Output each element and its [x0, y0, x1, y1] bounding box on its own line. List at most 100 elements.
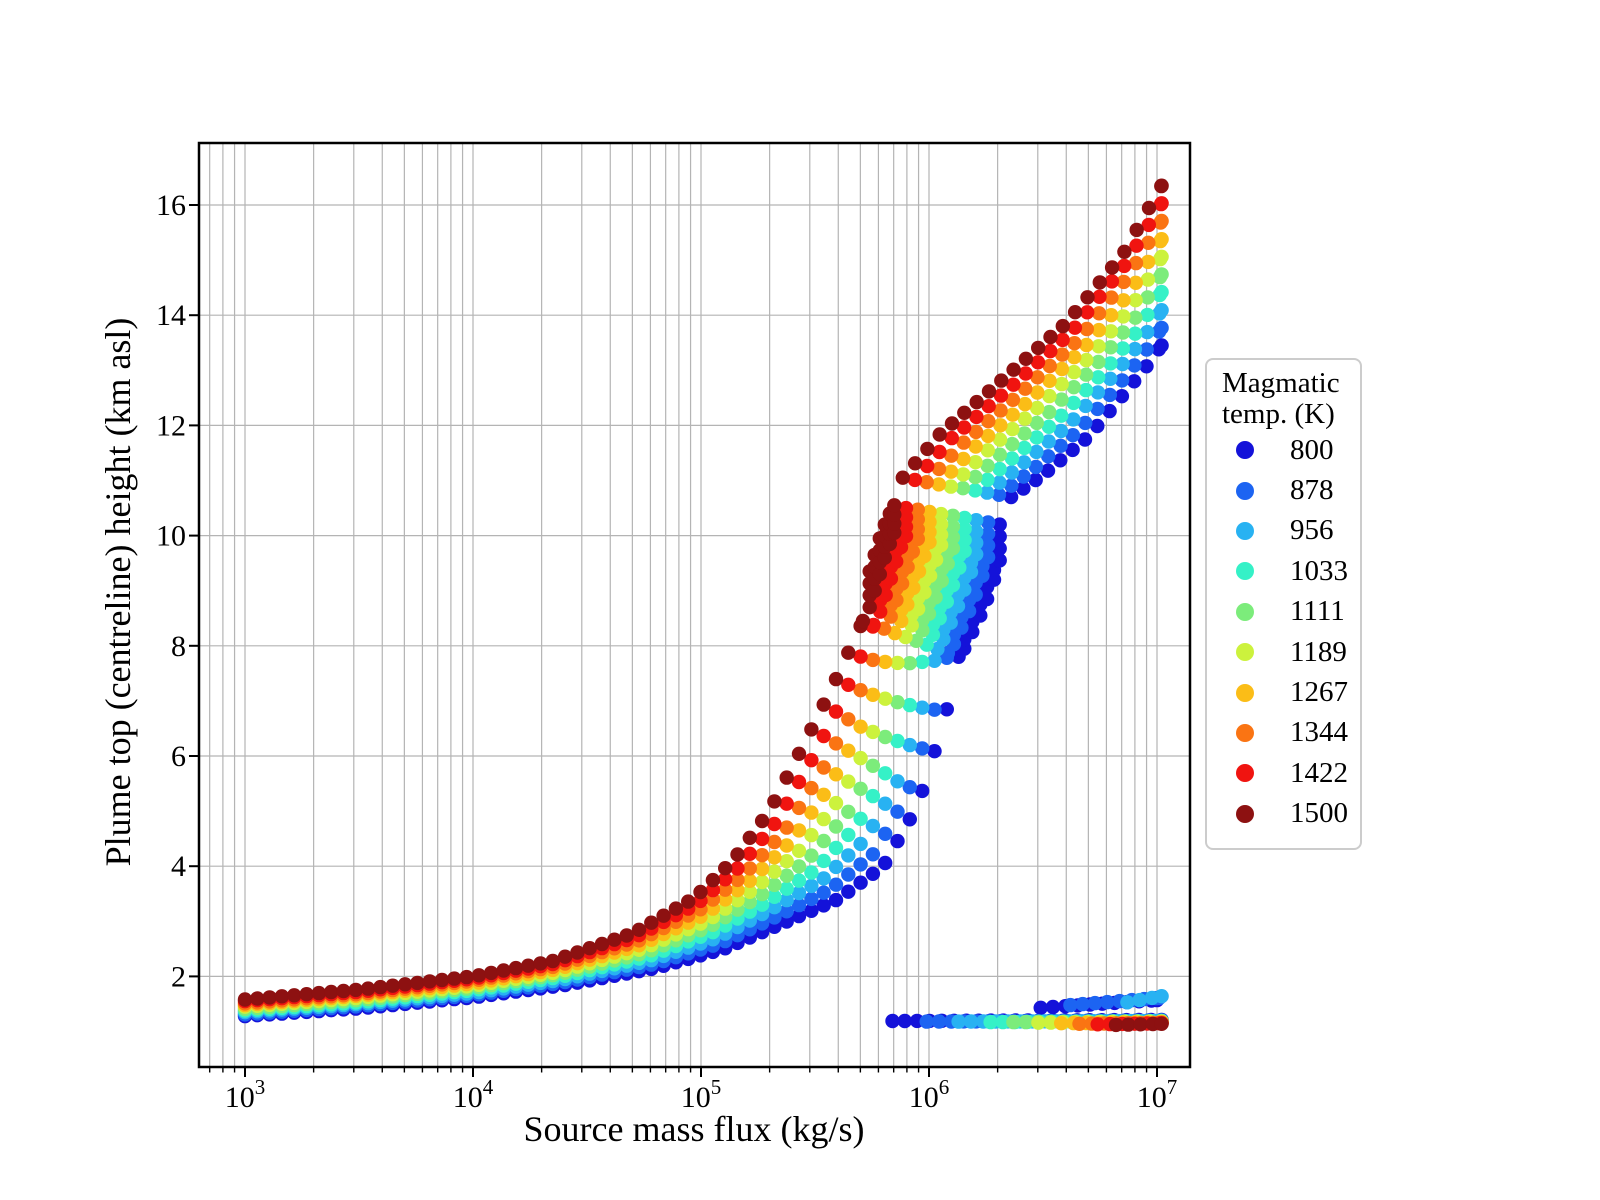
- scatter-point: [841, 804, 856, 819]
- scatter-point: [1120, 995, 1135, 1010]
- scatter-point: [1055, 347, 1070, 362]
- scatter-point: [841, 645, 856, 660]
- scatter-point: [865, 687, 881, 702]
- legend-marker-icon: [1236, 481, 1254, 500]
- scatter-point: [373, 979, 388, 995]
- scatter-point: [1140, 272, 1156, 287]
- scatter-point: [656, 908, 671, 923]
- scatter-point: [816, 811, 831, 827]
- scatter-point: [1029, 444, 1044, 460]
- scatter-point: [828, 840, 844, 856]
- scatter-point: [956, 467, 971, 482]
- scatter-point: [841, 743, 856, 758]
- scatter-point: [742, 894, 757, 910]
- scatter-point: [961, 603, 977, 619]
- scatter-point: [1006, 1014, 1021, 1030]
- scatter-point: [915, 741, 930, 756]
- scatter-point: [910, 502, 925, 517]
- scatter-point: [995, 1014, 1011, 1030]
- y-tick-label: 4: [171, 850, 186, 883]
- scatter-point: [1017, 411, 1032, 426]
- scatter-point: [895, 470, 910, 485]
- scatter-point: [730, 893, 745, 908]
- scatter-point: [779, 770, 794, 785]
- scatter-point: [1030, 370, 1045, 385]
- scatter-point: [865, 758, 881, 773]
- scatter-point: [1128, 310, 1143, 325]
- scatter-point: [754, 886, 770, 902]
- scatter-point: [878, 729, 893, 745]
- scatter-point: [262, 990, 277, 1005]
- legend-entry-1267: 1267: [1207, 672, 1360, 712]
- scatter-point: [980, 526, 996, 542]
- scatter-point: [1030, 355, 1046, 370]
- scatter-point: [1102, 387, 1118, 403]
- scatter-point: [767, 889, 782, 904]
- scatter-point: [969, 409, 984, 425]
- scatter-point: [889, 592, 904, 608]
- scatter-point: [447, 971, 462, 986]
- scatter-point: [779, 904, 794, 919]
- scatter-point: [900, 597, 915, 612]
- scatter-point: [992, 553, 1007, 568]
- scatter-point: [957, 405, 972, 420]
- scatter-point: [968, 439, 983, 454]
- scatter-point: [1079, 321, 1095, 337]
- scatter-point: [1072, 1016, 1087, 1031]
- scatter-point: [969, 535, 984, 551]
- y-tick-label: 8: [171, 630, 186, 663]
- scatter-point: [1154, 284, 1169, 300]
- scatter-point: [1127, 374, 1142, 389]
- scatter-point: [1017, 440, 1032, 456]
- series-1344: [237, 213, 1169, 1031]
- scatter-point: [1054, 376, 1069, 392]
- scatter-point: [1140, 307, 1155, 323]
- scatter-point: [730, 861, 745, 876]
- scatter-point: [992, 529, 1007, 544]
- scatter-point: [1104, 308, 1119, 323]
- scatter-point: [1079, 337, 1094, 353]
- y-tick-label: 14: [156, 299, 186, 332]
- scatter-point: [1140, 254, 1156, 270]
- scatter-point: [907, 472, 923, 488]
- scatter-point: [693, 884, 708, 900]
- scatter-point: [779, 881, 794, 896]
- scatter-point: [890, 804, 905, 819]
- scatter-point: [841, 827, 856, 843]
- scatter-point: [980, 472, 995, 487]
- legend-entry-1033: 1033: [1207, 551, 1360, 591]
- scatter-point: [890, 833, 905, 849]
- scatter-point: [730, 872, 745, 888]
- scatter-point: [1004, 478, 1019, 493]
- scatter-point: [878, 691, 893, 706]
- scatter-point: [922, 535, 937, 550]
- scatter-point: [957, 582, 972, 597]
- scatter-point: [853, 649, 868, 664]
- scatter-point: [1091, 339, 1106, 354]
- scatter-point: [902, 697, 917, 713]
- scatter-point: [1132, 992, 1147, 1008]
- scatter-point: [742, 846, 757, 861]
- legend-title-line2: temp. (K): [1222, 398, 1335, 430]
- scatter-point: [980, 458, 995, 473]
- scatter-point: [1031, 340, 1046, 356]
- scatter-point: [1141, 217, 1157, 233]
- scatter-point: [992, 475, 1007, 490]
- scatter-point: [932, 444, 947, 460]
- scatter-point: [1078, 367, 1094, 382]
- legend-entry-1500: 1500: [1207, 794, 1360, 834]
- scatter-point: [1054, 361, 1070, 377]
- scatter-point: [992, 517, 1007, 532]
- scatter-point: [893, 540, 909, 555]
- scatter-point: [779, 914, 794, 929]
- scatter-point: [1078, 398, 1093, 414]
- scatter-point: [1115, 341, 1131, 356]
- legend-entry-1111: 1111: [1207, 592, 1360, 632]
- scatter-point: [791, 885, 807, 901]
- legend-marker-icon: [1236, 643, 1254, 662]
- legend-entry-label: 800: [1290, 433, 1334, 466]
- series-1500: [237, 178, 1169, 1033]
- scatter-point: [1017, 381, 1033, 396]
- scatter-point: [1090, 401, 1105, 417]
- scatter-point: [878, 826, 893, 841]
